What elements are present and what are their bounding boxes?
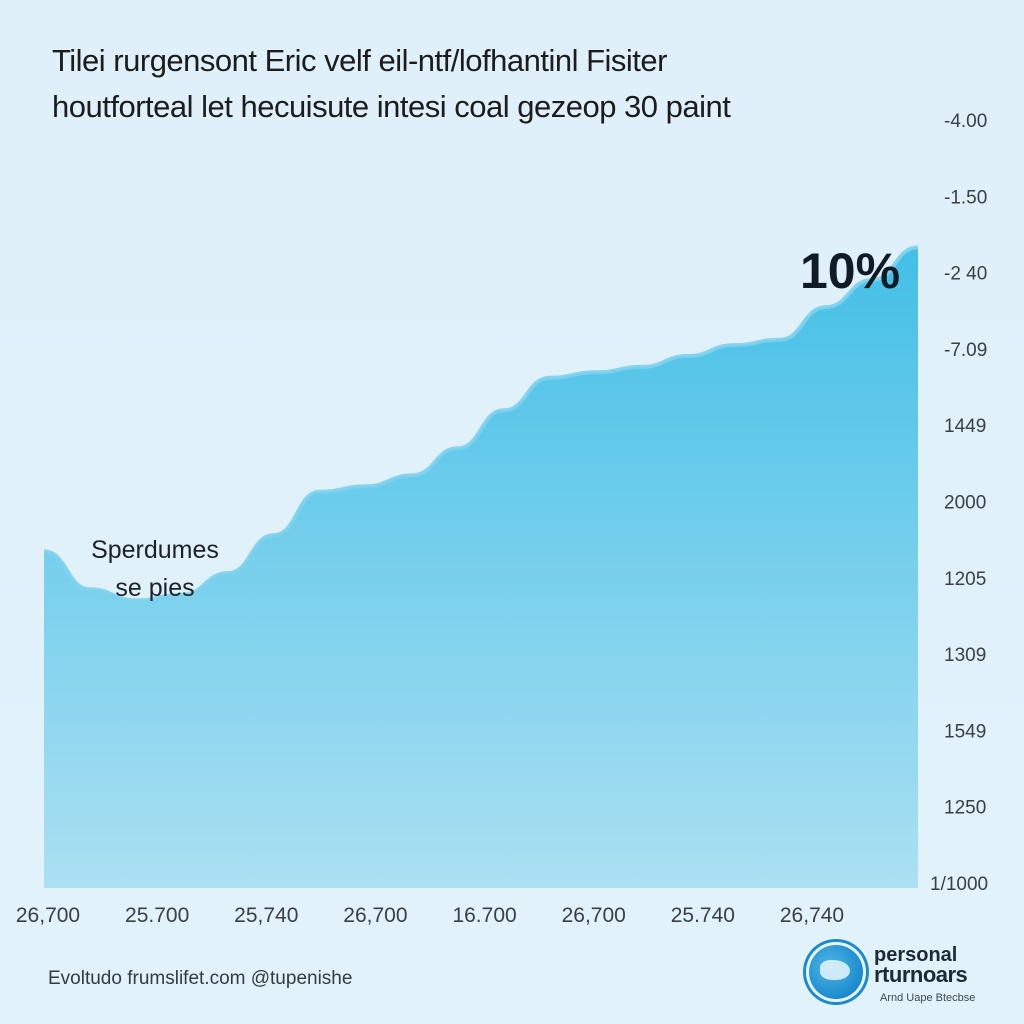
y-tick-label: -2 40 xyxy=(944,264,987,285)
x-tick-label: 25.740 xyxy=(671,904,735,927)
y-tick-label: -7.09 xyxy=(944,340,987,361)
annotation-label: se pies xyxy=(115,574,194,602)
x-tick-label: 16.700 xyxy=(452,904,516,927)
y-tick-label: -4.00 xyxy=(944,111,987,132)
annotation-label: Sperdumes xyxy=(91,536,219,564)
chart-title: Tilei rurgensont Eric velf eil-ntf/lofha… xyxy=(52,38,772,130)
source-note: Evoltudo frumslifet.com @tupenishe xyxy=(48,968,353,989)
x-tick-label: 25.700 xyxy=(125,904,189,927)
logo-name-line-1: personal xyxy=(874,944,958,966)
x-tick-label: 25,740 xyxy=(234,904,298,927)
x-tick-label: 26,700 xyxy=(16,904,80,927)
y-tick-label: 1549 xyxy=(944,721,986,742)
area-fill xyxy=(44,247,918,888)
brand-logo: personal rturnoars Arnd Uape Btecbse xyxy=(806,942,1006,1006)
y-tick-label: 1/1000 xyxy=(930,874,988,895)
logo-name-line-2: rturnoars xyxy=(874,962,968,987)
chart-title-line-2: houtforteal let hecuisute intesi coal ge… xyxy=(52,89,731,124)
x-tick-label: 26,740 xyxy=(780,904,844,927)
y-tick-label: -1.50 xyxy=(944,187,987,208)
x-tick-label: 26,700 xyxy=(562,904,626,927)
y-tick-label: 1250 xyxy=(944,798,986,819)
y-tick-label: 2000 xyxy=(944,493,986,514)
series-line xyxy=(43,245,919,603)
chart-title-line-1: Tilei rurgensont Eric velf eil-ntf/lofha… xyxy=(52,43,667,78)
x-tick-label: 26,700 xyxy=(343,904,407,927)
percent-annotation: 10% xyxy=(800,243,900,299)
y-tick-label: 1309 xyxy=(944,645,986,666)
globe-icon xyxy=(806,942,866,1002)
y-tick-label: 1205 xyxy=(944,569,986,590)
logo-tagline: Arnd Uape Btecbse xyxy=(880,992,976,1004)
y-tick-label: 1449 xyxy=(944,416,986,437)
